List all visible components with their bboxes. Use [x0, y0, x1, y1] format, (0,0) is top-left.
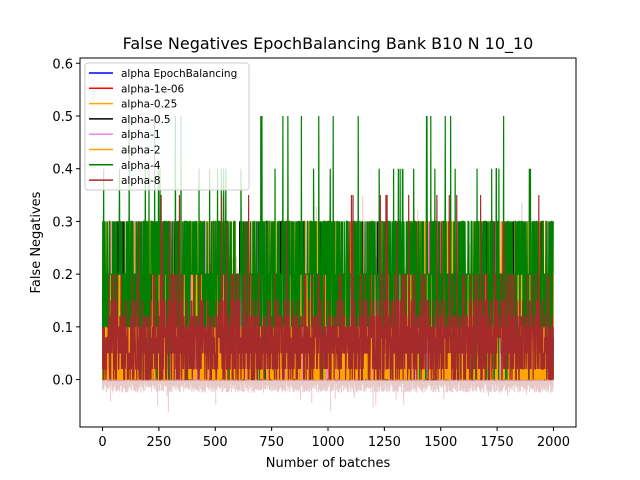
- x-tick-label: 1000: [311, 435, 344, 450]
- legend-box: [84, 62, 250, 191]
- legend-entry: alpha-0.25: [121, 99, 177, 111]
- y-tick-label: 0.2: [52, 268, 73, 283]
- legend-entry: alpha EpochBalancing: [121, 68, 237, 80]
- series-line-alpha-4: [101, 115, 554, 380]
- legend-entry: alpha-2: [121, 145, 161, 157]
- y-tick-label: 0.3: [52, 215, 73, 230]
- x-tick-label: 0: [98, 435, 106, 450]
- series-layer: [101, 115, 554, 413]
- x-tick-label: 250: [146, 435, 171, 450]
- chart-title: False Negatives EpochBalancing Bank B10 …: [123, 34, 534, 54]
- x-axis: 0 250 500 750 1000 1250 1500 1750 2000: [98, 427, 570, 450]
- x-tick-label: 1750: [481, 435, 514, 450]
- x-tick-label: 1500: [424, 435, 457, 450]
- x-tick-label: 1250: [368, 435, 401, 450]
- series-line-alpha-8: [101, 195, 554, 381]
- x-tick-label: 2000: [537, 435, 570, 450]
- x-tick-label: 750: [259, 435, 284, 450]
- y-tick-label: 0.5: [52, 110, 73, 125]
- y-tick-label: 0.4: [52, 163, 73, 178]
- y-tick-label: 0.0: [52, 374, 73, 389]
- legend-entry: alpha-1e-06: [121, 83, 185, 95]
- x-axis-label: Number of batches: [266, 456, 391, 471]
- y-axis: 0.0 0.1 0.2 0.3 0.4 0.5 0.6: [52, 57, 80, 389]
- legend-entry: alpha-1: [121, 129, 161, 141]
- y-tick-label: 0.6: [52, 57, 73, 72]
- y-tick-label: 0.1: [52, 321, 73, 336]
- legend: alpha EpochBalancing alpha-1e-06 alpha-0.2…: [84, 62, 250, 191]
- legend-entry: alpha-0.5: [121, 114, 171, 126]
- legend-entry: alpha-4: [121, 160, 161, 172]
- y-axis-label: False Negatives: [29, 191, 44, 293]
- legend-entry: alpha-8: [121, 175, 161, 187]
- x-tick-label: 500: [203, 435, 228, 450]
